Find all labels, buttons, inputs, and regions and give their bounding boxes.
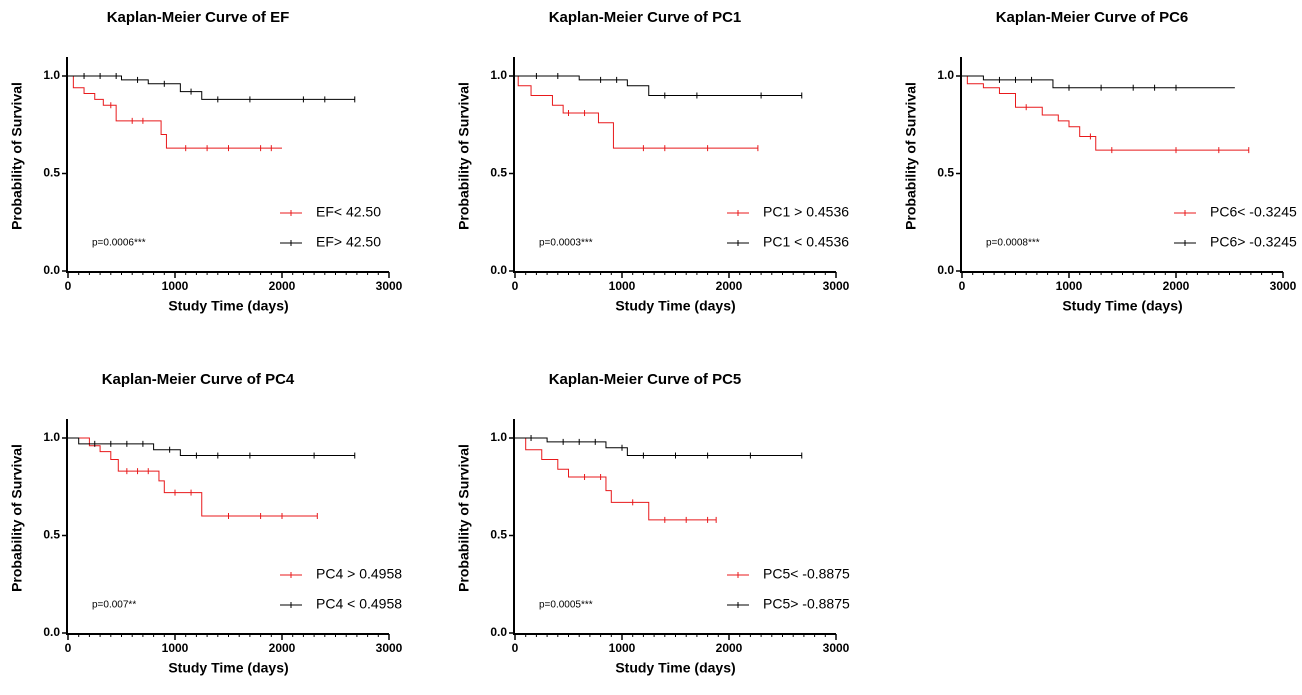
y-tick-label: 0.5 bbox=[490, 528, 507, 542]
x-axis-label: Study Time (days) bbox=[615, 298, 735, 314]
p-value: p=0.007** bbox=[92, 600, 136, 611]
y-axis-label: Probability of Survival bbox=[456, 444, 472, 592]
survival-curve bbox=[515, 437, 802, 457]
x-tick-label: 0 bbox=[959, 279, 966, 293]
x-tick-label: 2000 bbox=[269, 641, 296, 655]
x-axis-label: Study Time (days) bbox=[1062, 298, 1182, 314]
p-value: p=0.0005*** bbox=[539, 600, 593, 611]
x-tick-label: 1000 bbox=[609, 279, 636, 293]
x-axis-label: Study Time (days) bbox=[168, 660, 288, 676]
survival-curve bbox=[515, 437, 717, 521]
x-tick-label: 1000 bbox=[1056, 279, 1083, 293]
x-tick-label: 1000 bbox=[609, 641, 636, 655]
survival-curve bbox=[68, 437, 318, 517]
y-tick-label: 1.0 bbox=[43, 68, 60, 82]
x-tick-label: 3000 bbox=[1270, 279, 1297, 293]
x-tick-label: 0 bbox=[65, 279, 72, 293]
legend-label: EF> 42.50 bbox=[316, 234, 381, 250]
legend-label: PC6< -0.3245 bbox=[1210, 204, 1297, 220]
legend-label: PC1 < 0.4536 bbox=[763, 234, 849, 250]
chart-title: Kaplan-Meier Curve of PC6 bbox=[996, 9, 1189, 26]
y-axis-label: Probability of Survival bbox=[903, 82, 919, 230]
x-tick-label: 3000 bbox=[823, 279, 850, 293]
y-tick-label: 0.5 bbox=[937, 166, 954, 180]
y-tick-label: 0.0 bbox=[490, 263, 507, 277]
x-tick-label: 0 bbox=[65, 641, 72, 655]
legend-label: EF< 42.50 bbox=[316, 204, 381, 220]
x-tick-label: 3000 bbox=[376, 641, 403, 655]
x-tick-label: 0 bbox=[512, 641, 519, 655]
y-axis-label: Probability of Survival bbox=[9, 82, 25, 230]
x-tick-label: 2000 bbox=[269, 279, 296, 293]
p-value: p=0.0003*** bbox=[539, 238, 593, 249]
chart-title: Kaplan-Meier Curve of PC5 bbox=[549, 371, 742, 388]
legend-label: PC4 < 0.4958 bbox=[316, 596, 402, 612]
legend-label: PC1 > 0.4536 bbox=[763, 204, 849, 220]
chart-title: Kaplan-Meier Curve of EF bbox=[107, 9, 290, 26]
legend-label: PC5> -0.8875 bbox=[763, 596, 850, 612]
x-tick-label: 2000 bbox=[716, 641, 743, 655]
y-tick-label: 1.0 bbox=[43, 430, 60, 444]
chart-title: Kaplan-Meier Curve of PC1 bbox=[549, 9, 742, 26]
y-tick-label: 0.0 bbox=[937, 263, 954, 277]
x-tick-label: 0 bbox=[512, 279, 519, 293]
survival-curve bbox=[68, 437, 355, 457]
x-tick-label: 3000 bbox=[376, 279, 403, 293]
y-tick-label: 0.0 bbox=[490, 625, 507, 639]
legend-label: PC5< -0.8875 bbox=[763, 566, 850, 582]
p-value: p=0.0008*** bbox=[986, 238, 1040, 249]
y-tick-label: 0.0 bbox=[43, 625, 60, 639]
y-tick-label: 0.5 bbox=[43, 528, 60, 542]
y-tick-label: 0.5 bbox=[43, 166, 60, 180]
y-tick-label: 1.0 bbox=[937, 68, 954, 82]
y-axis-label: Probability of Survival bbox=[456, 82, 472, 230]
y-tick-label: 0.0 bbox=[43, 263, 60, 277]
x-axis-label: Study Time (days) bbox=[168, 298, 288, 314]
survival-curve bbox=[68, 75, 355, 100]
survival-curve bbox=[515, 75, 802, 96]
y-tick-label: 1.0 bbox=[490, 68, 507, 82]
survival-curve bbox=[962, 75, 1235, 89]
legend-label: PC6> -0.3245 bbox=[1210, 234, 1297, 250]
x-tick-label: 1000 bbox=[162, 641, 189, 655]
y-tick-label: 1.0 bbox=[490, 430, 507, 444]
x-axis-label: Study Time (days) bbox=[615, 660, 735, 676]
y-axis-label: Probability of Survival bbox=[9, 444, 25, 592]
y-tick-label: 0.5 bbox=[490, 166, 507, 180]
legend-label: PC4 > 0.4958 bbox=[316, 566, 402, 582]
x-tick-label: 2000 bbox=[716, 279, 743, 293]
chart-title: Kaplan-Meier Curve of PC4 bbox=[102, 371, 295, 388]
survival-curve bbox=[68, 75, 282, 149]
x-tick-label: 1000 bbox=[162, 279, 189, 293]
x-tick-label: 2000 bbox=[1163, 279, 1190, 293]
p-value: p=0.0006*** bbox=[92, 238, 146, 249]
survival-curve bbox=[962, 75, 1249, 151]
x-tick-label: 3000 bbox=[823, 641, 850, 655]
survival-curve bbox=[515, 75, 758, 149]
